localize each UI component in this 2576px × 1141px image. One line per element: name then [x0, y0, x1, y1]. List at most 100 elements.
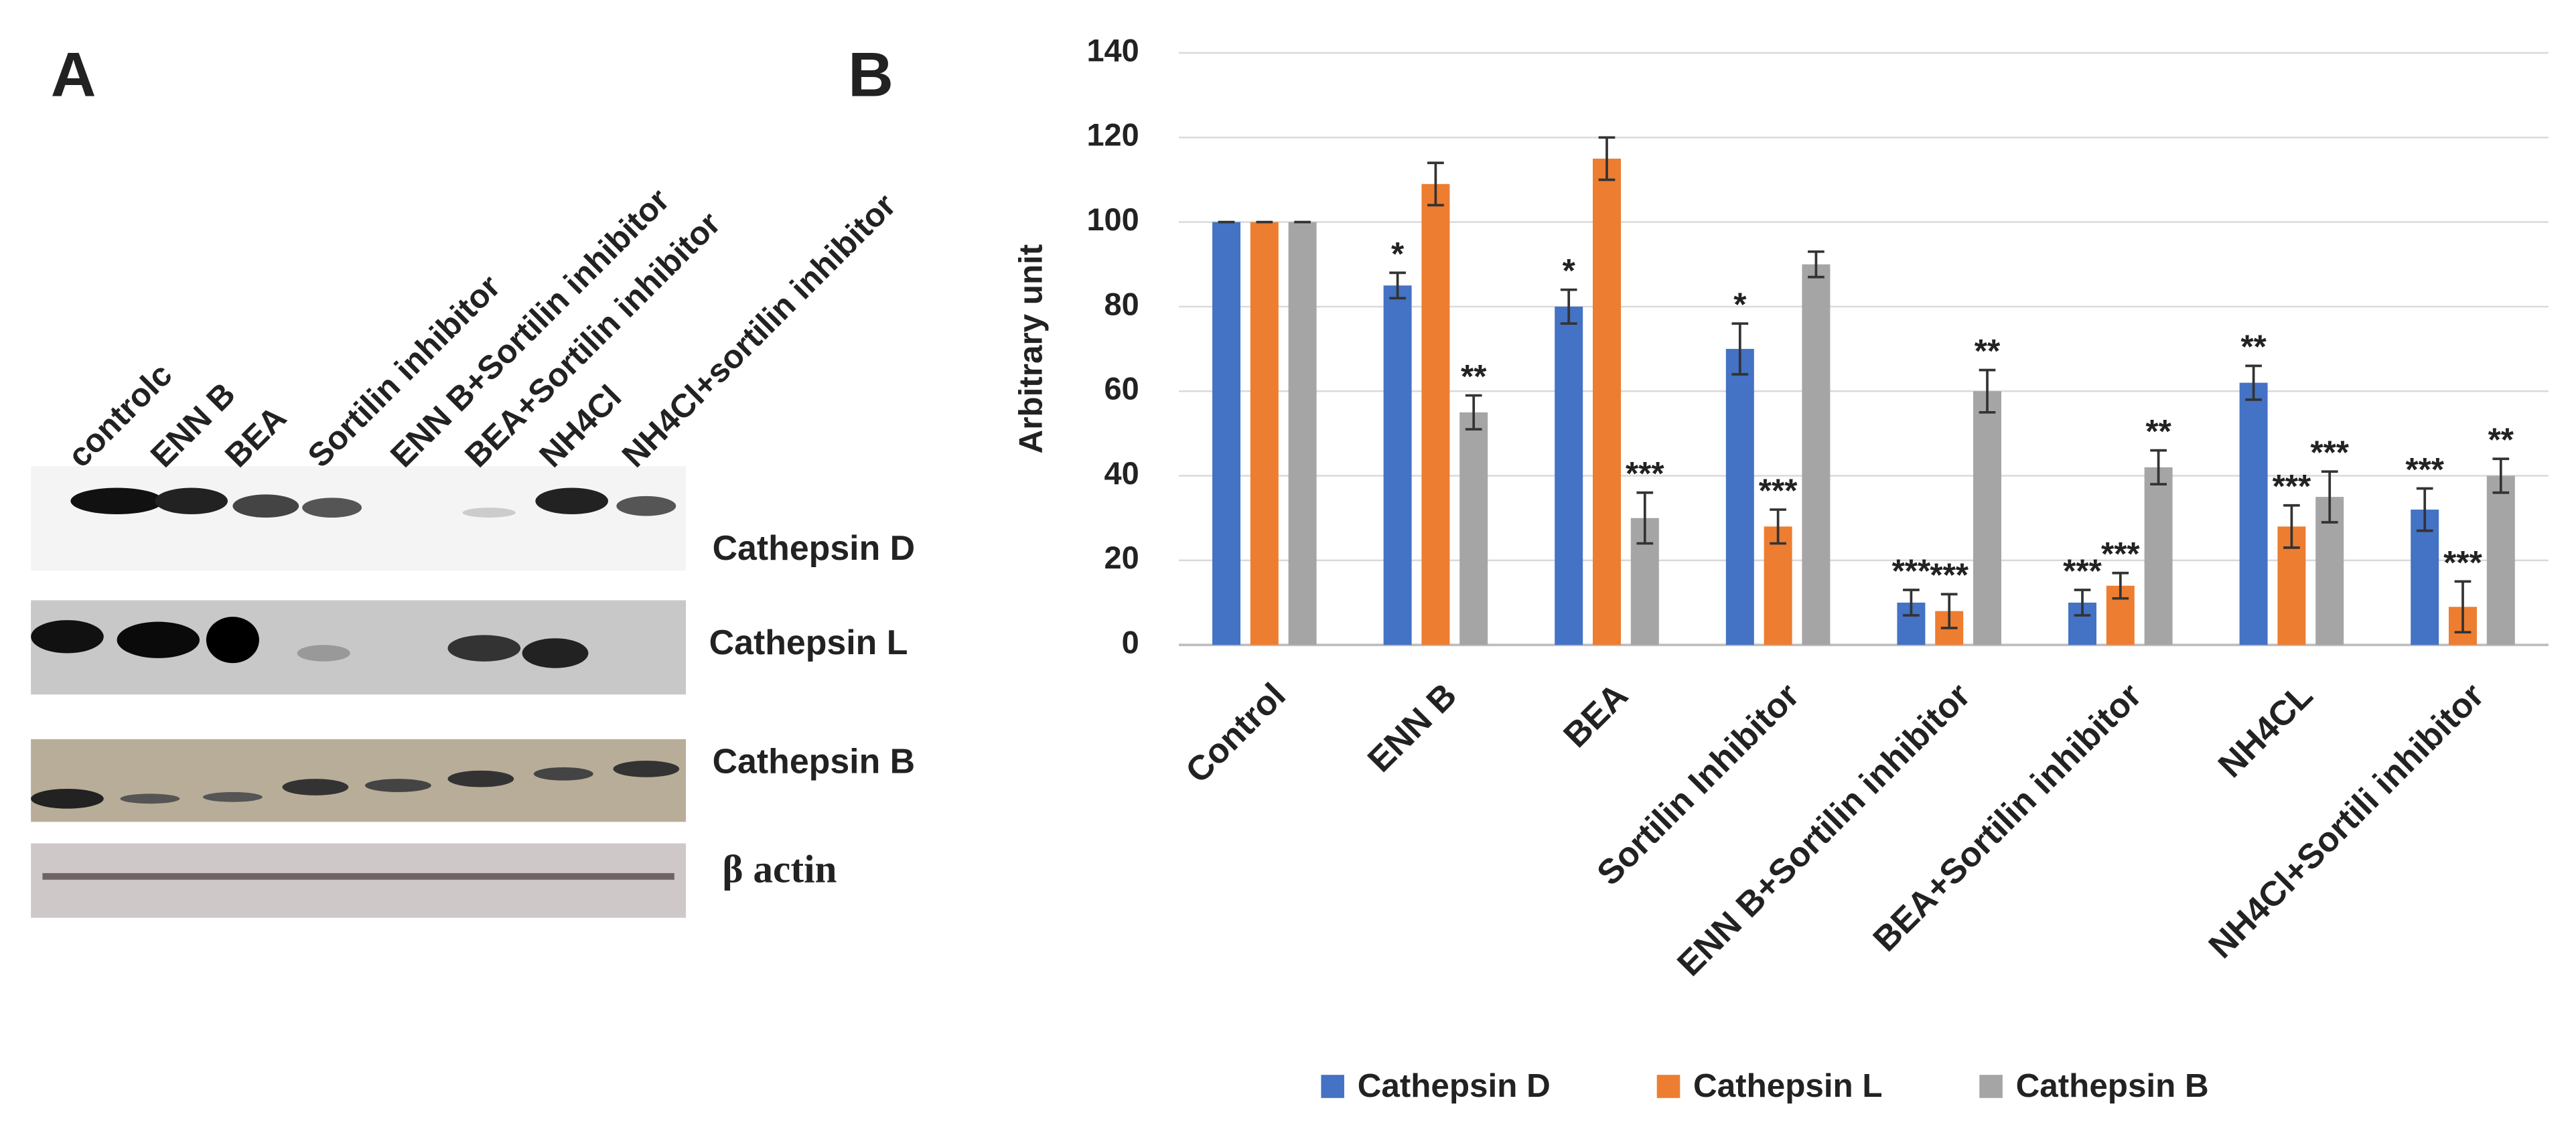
- bar: [1725, 349, 1754, 645]
- bar: [1288, 222, 1317, 645]
- band: [302, 498, 362, 518]
- band: [533, 767, 593, 781]
- error-bar: [2454, 580, 2472, 634]
- error-bar: [2283, 504, 2300, 549]
- significance-label: ***: [1892, 552, 1931, 589]
- x-tick-label: ENN B: [1360, 676, 1463, 779]
- band-label: β actin: [722, 847, 837, 891]
- band: [447, 770, 514, 787]
- y-tick-label: 20: [1104, 540, 1139, 575]
- lane-label: NH4Cl+sortilin inhibitor: [615, 187, 903, 475]
- error-bar: [2492, 457, 2510, 494]
- band: [70, 487, 163, 515]
- significance-label: ***: [1759, 472, 1798, 509]
- legend-label: Cathepsin B: [2016, 1067, 2209, 1104]
- band: [31, 788, 104, 809]
- band-label: Cathepsin L: [709, 623, 908, 662]
- y-tick-label: 140: [1086, 33, 1139, 68]
- legend-swatch: [1656, 1075, 1680, 1098]
- error-bar: [1427, 161, 1444, 207]
- error-bar: [1560, 288, 1577, 325]
- error-bar: [1979, 368, 1996, 414]
- error-bar: [2416, 487, 2433, 532]
- significance-label: **: [2488, 422, 2514, 459]
- significance-label: **: [2145, 413, 2171, 450]
- band: [155, 487, 228, 515]
- band: [117, 621, 200, 658]
- blot: [31, 466, 687, 918]
- band: [202, 791, 263, 802]
- y-tick-label: 40: [1104, 456, 1139, 491]
- band: [42, 872, 674, 880]
- error-bar: [1636, 491, 1654, 545]
- error-bar: [2112, 571, 2129, 600]
- legend-label: Cathepsin L: [1693, 1067, 1883, 1104]
- y-tick-label: 0: [1122, 625, 1139, 660]
- significance-label: **: [1975, 333, 2001, 370]
- band: [522, 638, 589, 668]
- band: [120, 793, 180, 804]
- error-bar: [1903, 589, 1920, 617]
- significance-label: ***: [2443, 544, 2482, 581]
- x-tick-label: BEA: [1556, 676, 1635, 755]
- band: [232, 494, 299, 518]
- x-tick-label: NH4CL: [2210, 676, 2319, 785]
- significance-label: ***: [1626, 455, 1664, 492]
- band: [297, 645, 350, 662]
- band-label: Cathepsin B: [713, 742, 916, 781]
- significance-label: ***: [2101, 536, 2140, 573]
- y-tick-label: 80: [1104, 287, 1139, 321]
- significance-label: ***: [2273, 468, 2311, 505]
- bar: [2144, 467, 2173, 645]
- blot-row: [31, 466, 687, 570]
- error-bar: [1465, 394, 1482, 431]
- bar: [1212, 222, 1240, 645]
- x-tick-label: ENN B+Sortilin inhibitor: [1670, 676, 1978, 984]
- legend-swatch: [1979, 1075, 2003, 1098]
- bar: [2486, 475, 2515, 645]
- y-tick-label: 60: [1104, 372, 1139, 406]
- significance-label: **: [2240, 329, 2267, 366]
- y-tick-label: 100: [1086, 202, 1139, 237]
- legend-swatch: [1321, 1075, 1344, 1098]
- band: [462, 508, 516, 518]
- bar: [2411, 510, 2439, 645]
- bar: [2239, 382, 2268, 645]
- blot-row: [31, 843, 687, 918]
- bar: [1593, 158, 1621, 645]
- band: [616, 496, 676, 516]
- bar: [1250, 222, 1279, 645]
- error-bar: [2074, 589, 2091, 617]
- bar: [1973, 391, 2001, 645]
- band: [535, 487, 609, 515]
- bar: [1383, 285, 1412, 645]
- significance-label: ***: [1930, 557, 1969, 594]
- error-bar: [1389, 271, 1406, 300]
- significance-label: ***: [2063, 552, 2102, 589]
- error-bar: [2321, 470, 2338, 524]
- error-bar: [2150, 449, 2167, 486]
- band: [364, 779, 431, 792]
- error-bar: [1770, 508, 1786, 545]
- error-bar: [1808, 250, 1824, 279]
- significance-label: *: [1563, 252, 1576, 289]
- bar: [1421, 183, 1450, 645]
- bar: [1764, 526, 1792, 645]
- significance-label: ***: [2405, 451, 2444, 488]
- legend-label: Cathepsin D: [1358, 1067, 1551, 1104]
- error-bar: [1598, 136, 1616, 181]
- significance-label: **: [1461, 358, 1487, 395]
- blot-row: [31, 739, 687, 822]
- error-bar: [1940, 593, 1958, 629]
- band: [282, 779, 349, 795]
- band: [206, 617, 259, 664]
- band: [613, 761, 680, 777]
- band: [447, 635, 521, 662]
- y-axis-label: Arbitrary unit: [1013, 244, 1050, 454]
- band: [31, 620, 104, 654]
- x-tick-label: Control: [1178, 676, 1293, 790]
- bar: [1459, 412, 1488, 645]
- significance-label: ***: [2310, 435, 2349, 471]
